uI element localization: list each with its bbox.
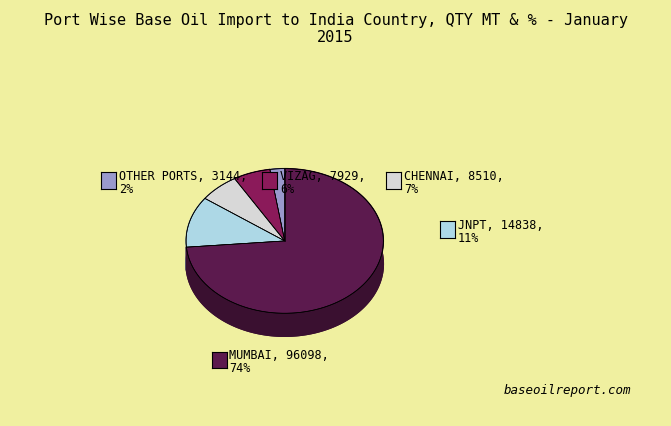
Polygon shape <box>186 192 383 337</box>
Polygon shape <box>186 199 285 248</box>
Text: VIZAG, 7929,: VIZAG, 7929, <box>280 170 365 182</box>
Polygon shape <box>235 170 270 202</box>
Polygon shape <box>205 179 285 242</box>
Text: 7%: 7% <box>404 182 418 195</box>
Polygon shape <box>187 169 383 337</box>
Polygon shape <box>270 169 285 193</box>
Text: 6%: 6% <box>280 182 294 195</box>
Text: OTHER PORTS, 3144,: OTHER PORTS, 3144, <box>119 170 247 182</box>
Text: Port Wise Base Oil Import to India Country, QTY MT & % - January
2015: Port Wise Base Oil Import to India Count… <box>44 13 627 45</box>
Polygon shape <box>235 179 285 264</box>
Polygon shape <box>270 170 285 264</box>
Polygon shape <box>187 169 383 314</box>
Polygon shape <box>235 179 285 264</box>
Polygon shape <box>187 242 285 271</box>
Polygon shape <box>235 170 285 242</box>
Polygon shape <box>270 170 285 264</box>
Polygon shape <box>187 242 285 271</box>
Text: MUMBAI, 96098,: MUMBAI, 96098, <box>229 348 329 361</box>
Text: JNPT, 14838,: JNPT, 14838, <box>458 219 543 231</box>
Polygon shape <box>205 199 285 264</box>
Polygon shape <box>205 199 285 264</box>
Text: 11%: 11% <box>458 231 479 244</box>
Text: baseoilreport.com: baseoilreport.com <box>503 383 631 396</box>
Polygon shape <box>205 179 235 222</box>
Polygon shape <box>270 169 285 242</box>
Text: 2%: 2% <box>119 182 133 195</box>
Text: 74%: 74% <box>229 361 251 374</box>
Polygon shape <box>186 199 205 271</box>
Text: CHENNAI, 8510,: CHENNAI, 8510, <box>404 170 504 182</box>
